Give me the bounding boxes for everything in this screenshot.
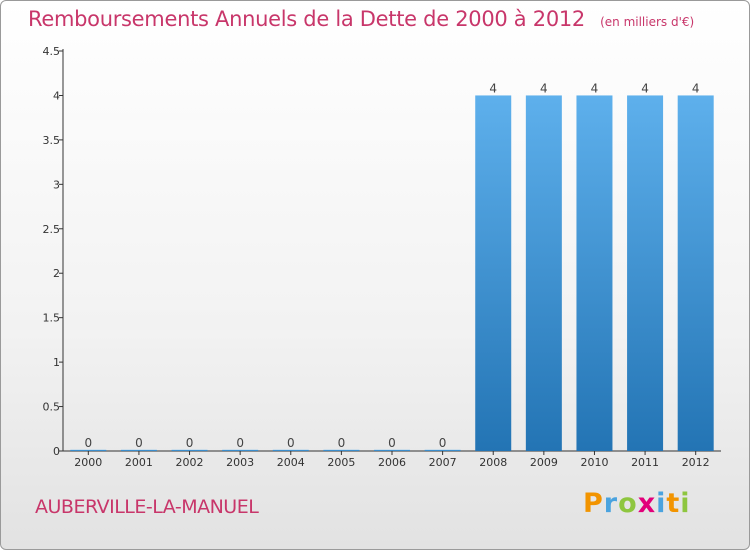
x-tick-label: 2010 bbox=[580, 456, 608, 469]
logo-letter: i bbox=[656, 488, 667, 519]
y-tick-label: 1 bbox=[53, 356, 60, 369]
x-tick-label: 2009 bbox=[530, 456, 558, 469]
bar bbox=[70, 449, 107, 451]
proxiti-logo: Proxiti bbox=[583, 488, 691, 519]
x-tick-label: 2002 bbox=[176, 456, 204, 469]
y-tick-label: 2 bbox=[53, 267, 60, 280]
bar bbox=[627, 95, 664, 451]
data-label: 4 bbox=[692, 81, 700, 95]
data-label: 0 bbox=[439, 436, 447, 450]
bar bbox=[576, 95, 613, 451]
data-label: 4 bbox=[540, 81, 548, 95]
x-tick-label: 2012 bbox=[682, 456, 710, 469]
y-tick-label: 0 bbox=[53, 445, 60, 458]
commune-name: AUBERVILLE-LA-MANUEL bbox=[35, 496, 259, 518]
x-tick-label: 2005 bbox=[327, 456, 355, 469]
logo-letter: r bbox=[603, 488, 619, 519]
x-tick-label: 2008 bbox=[479, 456, 507, 469]
unit-note: (en milliers d'€) bbox=[600, 15, 695, 29]
bar bbox=[323, 449, 360, 451]
y-tick-label: 3.5 bbox=[43, 134, 61, 147]
bar bbox=[475, 95, 512, 451]
x-tick-label: 2000 bbox=[74, 456, 102, 469]
bar bbox=[120, 449, 157, 451]
chart-header: Remboursements Annuels de la Dette de 20… bbox=[28, 7, 694, 31]
logo-letter: o bbox=[618, 488, 638, 519]
logo-letter: P bbox=[583, 488, 604, 519]
y-tick-label: 2.5 bbox=[43, 223, 61, 236]
bar bbox=[171, 449, 208, 451]
bar bbox=[424, 449, 461, 451]
x-tick-label: 2007 bbox=[429, 456, 457, 469]
bar bbox=[222, 449, 259, 451]
data-label: 0 bbox=[84, 436, 92, 450]
data-label: 0 bbox=[388, 436, 396, 450]
y-tick-label: 4.5 bbox=[43, 45, 61, 58]
data-label: 4 bbox=[489, 81, 497, 95]
bar bbox=[677, 95, 714, 451]
data-label: 0 bbox=[338, 436, 346, 450]
x-tick-label: 2003 bbox=[226, 456, 254, 469]
x-tick-label: 2006 bbox=[378, 456, 406, 469]
bar bbox=[525, 95, 562, 451]
data-label: 0 bbox=[236, 436, 244, 450]
logo-letter: x bbox=[637, 488, 657, 519]
logo-letter: i bbox=[680, 488, 691, 519]
data-label: 4 bbox=[641, 81, 649, 95]
data-label: 4 bbox=[591, 81, 599, 95]
x-tick-label: 2001 bbox=[125, 456, 153, 469]
y-tick-label: 4 bbox=[53, 89, 60, 102]
bar bbox=[374, 449, 410, 451]
data-label: 0 bbox=[287, 436, 295, 450]
chart-title: Remboursements Annuels de la Dette de 20… bbox=[28, 7, 585, 31]
y-tick-label: 0.5 bbox=[43, 401, 61, 414]
bar bbox=[272, 449, 309, 451]
data-label: 0 bbox=[135, 436, 143, 450]
x-tick-label: 2011 bbox=[631, 456, 659, 469]
y-tick-label: 1.5 bbox=[43, 312, 61, 325]
logo-letter: t bbox=[666, 488, 681, 519]
x-tick-label: 2004 bbox=[277, 456, 305, 469]
y-tick-label: 3 bbox=[53, 178, 60, 191]
data-label: 0 bbox=[186, 436, 194, 450]
